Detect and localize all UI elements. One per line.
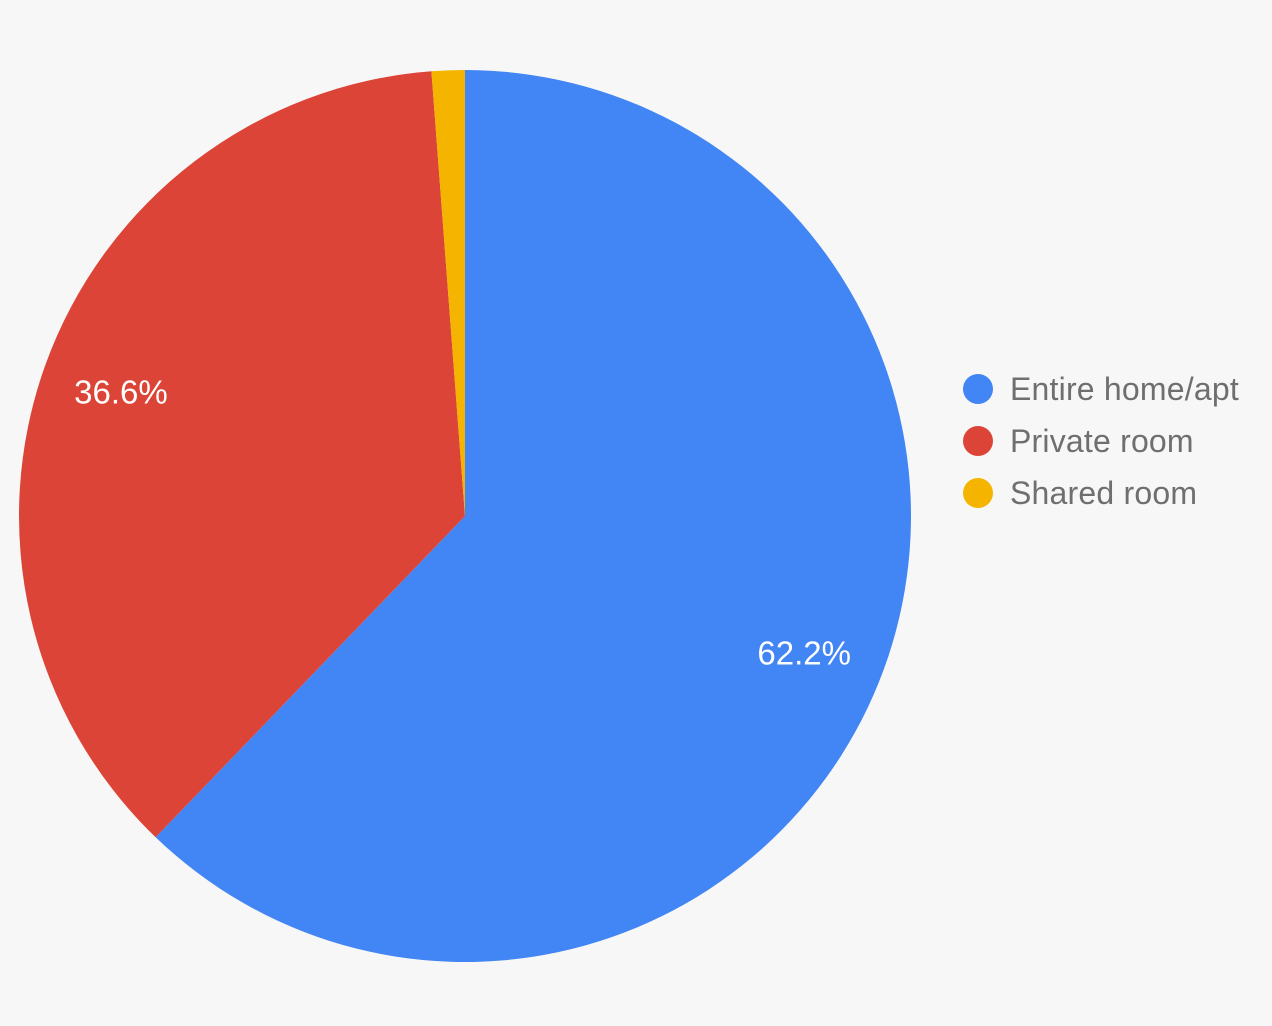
legend-item-label: Shared room xyxy=(1010,474,1198,511)
legend-swatch-icon xyxy=(963,478,993,508)
legend-swatch-icon xyxy=(963,374,993,404)
legend-item-entire-home-apt: Entire home/apt xyxy=(963,363,1239,415)
pie-slice-private-room[interactable] xyxy=(18,71,466,838)
legend-item-label: Private room xyxy=(1010,422,1194,459)
legend-item-shared-room: Shared room xyxy=(963,467,1239,519)
pie-slice-entire-home-apt[interactable] xyxy=(155,70,911,962)
legend-item-label: Entire home/apt xyxy=(1010,370,1239,407)
legend-item-private-room: Private room xyxy=(963,415,1239,467)
legend-swatch-icon xyxy=(963,426,993,456)
chart-legend: Entire home/apt Private room Shared room xyxy=(963,363,1239,519)
pie-slice-shared-room[interactable] xyxy=(431,70,465,516)
